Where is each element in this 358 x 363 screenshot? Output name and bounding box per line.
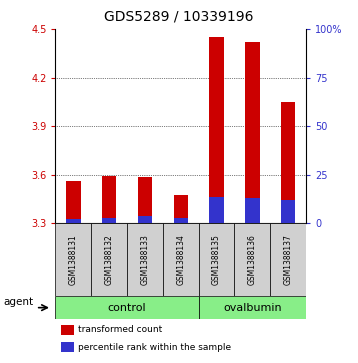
Text: control: control — [108, 303, 146, 313]
Text: GSM1388134: GSM1388134 — [176, 234, 185, 285]
Bar — [245, 198, 260, 223]
Text: GSM1388132: GSM1388132 — [105, 234, 114, 285]
Text: GSM1388135: GSM1388135 — [212, 234, 221, 285]
Bar — [61, 325, 74, 335]
Text: agent: agent — [4, 297, 34, 307]
Text: GSM1388137: GSM1388137 — [284, 234, 293, 285]
Text: percentile rank within the sample: percentile rank within the sample — [78, 343, 231, 351]
Text: ovalbumin: ovalbumin — [223, 303, 282, 313]
Text: GSM1388131: GSM1388131 — [69, 234, 78, 285]
Text: GSM1388133: GSM1388133 — [140, 234, 150, 285]
Text: GSM1388136: GSM1388136 — [248, 234, 257, 285]
Bar — [281, 200, 295, 223]
Bar — [163, 223, 199, 296]
Bar — [199, 296, 306, 319]
Bar — [66, 181, 81, 223]
Text: GDS5289 / 10339196: GDS5289 / 10339196 — [104, 9, 254, 23]
Bar — [245, 42, 260, 223]
Bar — [234, 223, 270, 296]
Bar — [209, 37, 224, 223]
Bar — [138, 216, 152, 223]
Bar — [66, 219, 81, 223]
Bar — [127, 223, 163, 296]
Bar — [55, 223, 91, 296]
Bar — [174, 217, 188, 223]
Bar — [102, 176, 116, 223]
Bar — [138, 177, 152, 223]
Bar — [199, 223, 234, 296]
Text: transformed count: transformed count — [78, 325, 162, 334]
Bar — [61, 342, 74, 352]
Bar — [55, 296, 199, 319]
Bar — [102, 217, 116, 223]
Bar — [174, 195, 188, 223]
Bar — [91, 223, 127, 296]
Bar — [270, 223, 306, 296]
Bar — [209, 197, 224, 223]
Bar — [281, 102, 295, 223]
